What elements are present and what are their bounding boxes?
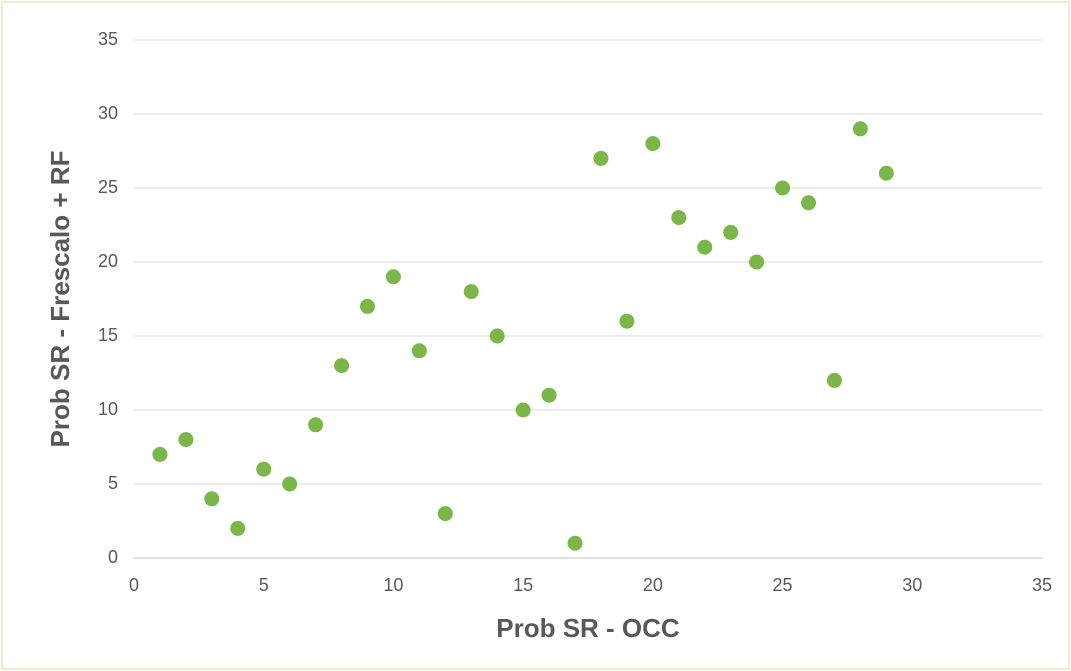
x-tick-label: 10	[383, 575, 403, 595]
point	[463, 284, 479, 300]
y-tick-label: 15	[98, 325, 118, 345]
point	[308, 417, 324, 433]
point	[723, 224, 739, 240]
point	[697, 239, 713, 255]
point	[204, 491, 220, 507]
point	[178, 432, 194, 448]
x-tick-label: 15	[513, 575, 533, 595]
point	[282, 476, 298, 492]
point	[775, 180, 791, 196]
y-tick-label: 25	[98, 177, 118, 197]
y-axis-title: Prob SR - Frescalo + RF	[45, 151, 75, 448]
x-tick-label: 5	[259, 575, 269, 595]
point	[878, 165, 894, 181]
point	[619, 313, 635, 329]
point	[334, 358, 350, 374]
point	[826, 372, 842, 388]
x-tick-label: 20	[643, 575, 663, 595]
point	[437, 506, 453, 522]
point	[645, 136, 661, 152]
point	[359, 298, 375, 314]
point	[567, 535, 583, 551]
y-tick-label: 5	[108, 473, 118, 493]
point	[385, 269, 401, 285]
point	[852, 121, 868, 137]
y-tick-label: 35	[98, 29, 118, 49]
point	[230, 520, 246, 536]
point	[593, 150, 609, 166]
x-tick-label: 30	[902, 575, 922, 595]
point	[256, 461, 272, 477]
x-tick-label: 35	[1032, 575, 1052, 595]
point	[541, 387, 557, 403]
x-axis-title: Prob SR - OCC	[496, 613, 680, 643]
y-tick-label: 20	[98, 251, 118, 271]
point	[749, 254, 765, 270]
x-tick-label: 25	[773, 575, 793, 595]
point	[515, 402, 531, 418]
y-tick-label: 0	[108, 547, 118, 567]
x-tick-label: 0	[129, 575, 139, 595]
point	[411, 343, 427, 359]
point	[801, 195, 817, 211]
y-tick-label: 30	[98, 103, 118, 123]
y-tick-label: 10	[98, 399, 118, 419]
point	[152, 446, 168, 462]
point	[671, 210, 687, 226]
point	[489, 328, 505, 344]
